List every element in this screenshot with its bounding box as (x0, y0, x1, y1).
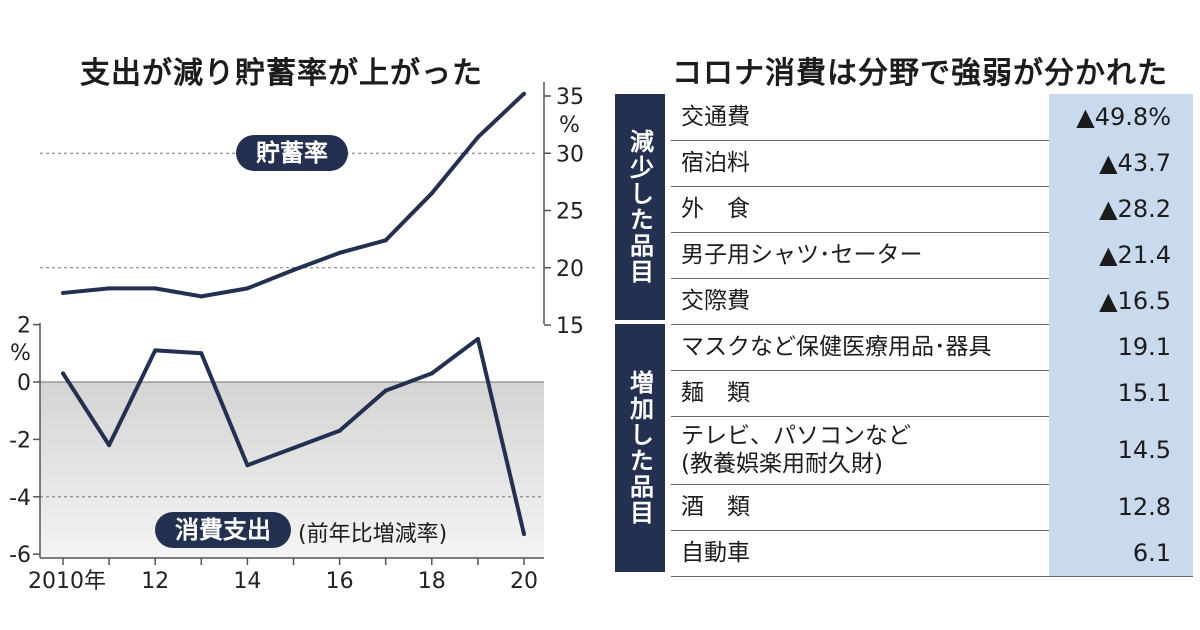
decreased-group-label: 減少した品目 (615, 94, 665, 320)
x-tick-label: 20 (510, 569, 538, 594)
savings-rate-point (199, 294, 204, 299)
item-value: ▲16.5 (1049, 278, 1193, 324)
x-tick-label: 14 (233, 569, 261, 594)
item-value: 15.1 (1049, 370, 1193, 416)
item-value: ▲49.8% (1049, 94, 1193, 140)
table-row: 交通費 ▲49.8% (671, 94, 1193, 141)
table-row: 麺 類 15.1 (671, 370, 1193, 417)
item-name: 交際費 (681, 288, 750, 314)
table-row: マスクなど保健医療用品･器具 19.1 (671, 324, 1193, 371)
savings-y-tick-label: 30 (556, 142, 584, 167)
consumption-point (291, 446, 296, 451)
left-chart-title: 支出が減り貯蓄率が上がった (80, 56, 483, 91)
item-name: 宿泊料 (681, 150, 750, 176)
savings-rate-point (429, 191, 434, 196)
table-row: 自動車 6.1 (671, 530, 1193, 577)
item-name: 外 食 (681, 196, 750, 222)
item-name: 自動車 (681, 540, 750, 566)
item-name: テレビ、パソコンなど (教養娯楽用耐久財) (681, 423, 911, 477)
consumption-y-unit: % (10, 341, 31, 366)
consumption-point (199, 351, 204, 356)
savings-y-tick-label: 35 (556, 85, 584, 110)
increased-group-label: 増加した品目 (615, 324, 665, 572)
item-value: 14.5 (1049, 416, 1193, 484)
table-row: 外 食 ▲28.2 (671, 186, 1193, 233)
x-tick-label: 2010年 (28, 569, 106, 594)
savings-rate-point (107, 286, 112, 291)
x-tick-label: 16 (326, 569, 354, 594)
table-row: テレビ、パソコンなど (教養娯楽用耐久財) 14.5 (671, 416, 1193, 485)
item-name: 男子用シャツ･セーター (681, 242, 923, 268)
savings-y-tick-label: 20 (556, 257, 584, 282)
savings-rate-point (245, 286, 250, 291)
table-row: 男子用シャツ･セーター ▲21.4 (671, 232, 1193, 279)
consumption-label: 消費支出 (155, 512, 291, 548)
savings-rate-line (62, 92, 526, 299)
item-value: ▲28.2 (1049, 186, 1193, 232)
savings-rate-label: 貯蓄率 (236, 135, 348, 171)
savings-rate-point (522, 91, 526, 96)
consumption-y-tick-label: -4 (9, 486, 31, 511)
consumption-y-tick-label: -6 (9, 543, 31, 568)
savings-y-unit: % (559, 113, 580, 138)
savings-rate-point (61, 290, 65, 295)
consumption-point (429, 371, 434, 376)
consumption-point (153, 348, 158, 353)
item-value: 6.1 (1049, 530, 1193, 576)
savings-y-tick-label: 15 (556, 314, 584, 339)
consumption-y-tick-label: -2 (9, 428, 31, 453)
consumption-y-tick-label: 2 (17, 314, 31, 339)
consumption-point (107, 443, 112, 448)
table-row: 酒 類 12.8 (671, 484, 1193, 531)
consumption-point (337, 428, 342, 433)
savings-rate-point (153, 286, 158, 291)
consumption-y-tick-label: 0 (17, 371, 31, 396)
savings-y-tick-label: 25 (556, 200, 584, 225)
x-tick-label: 12 (141, 569, 169, 594)
savings-rate-point (475, 135, 480, 140)
savings-rate-point (337, 250, 342, 255)
item-value: ▲21.4 (1049, 232, 1193, 278)
x-tick-label: 18 (418, 569, 446, 594)
item-value: ▲43.7 (1049, 140, 1193, 186)
item-name: 交通費 (681, 104, 750, 130)
table-row: 交際費 ▲16.5 (671, 278, 1193, 325)
item-name: 麺 類 (681, 380, 750, 406)
consumption-note: (前年比増減率) (298, 522, 448, 547)
consumption-point (383, 388, 388, 393)
savings-rate-point (383, 238, 388, 243)
consumption-point (245, 463, 250, 468)
item-name: マスクなど保健医療用品･器具 (681, 334, 992, 360)
consumption-point (475, 336, 480, 341)
savings-rate-point (291, 268, 296, 273)
right-table-title: コロナ消費は分野で強弱が分かれた (672, 56, 1168, 91)
table-row: 宿泊料 ▲43.7 (671, 140, 1193, 187)
item-value: 19.1 (1049, 324, 1193, 370)
item-value: 12.8 (1049, 484, 1193, 530)
negative-area-shade (40, 382, 544, 558)
item-name: 酒 類 (681, 494, 750, 520)
consumption-point (61, 371, 65, 376)
consumption-point (522, 532, 526, 537)
